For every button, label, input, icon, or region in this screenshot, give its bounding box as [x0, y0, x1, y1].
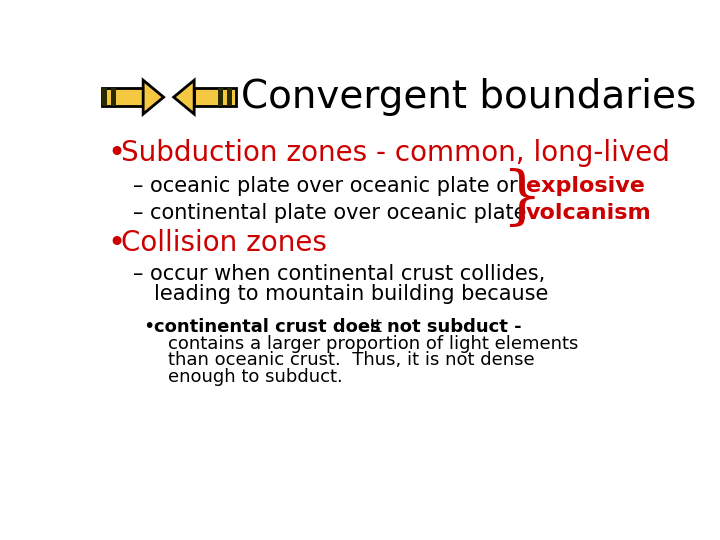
Polygon shape	[227, 89, 232, 106]
Polygon shape	[102, 89, 143, 106]
Text: than oceanic crust.  Thus, it is not dense: than oceanic crust. Thus, it is not dens…	[168, 352, 534, 369]
Text: Subduction zones - common, long-lived: Subduction zones - common, long-lived	[121, 139, 670, 167]
Text: Collision zones: Collision zones	[121, 230, 327, 258]
Text: continental crust does not subduct -: continental crust does not subduct -	[153, 318, 521, 335]
Text: •: •	[107, 229, 125, 258]
Polygon shape	[174, 80, 194, 114]
Text: – occur when continental crust collides,: – occur when continental crust collides,	[132, 264, 545, 284]
Text: contains a larger proportion of light elements: contains a larger proportion of light el…	[168, 335, 578, 353]
Text: }: }	[500, 169, 541, 230]
Text: Convergent boundaries: Convergent boundaries	[241, 78, 696, 116]
Text: •: •	[107, 139, 125, 168]
Polygon shape	[102, 89, 107, 106]
Text: volcanism: volcanism	[526, 202, 652, 222]
Text: – oceanic plate over oceanic plate or: – oceanic plate over oceanic plate or	[132, 177, 517, 197]
Polygon shape	[143, 80, 163, 114]
Polygon shape	[217, 89, 222, 106]
Text: enough to subduct.: enough to subduct.	[168, 368, 342, 387]
Text: leading to mountain building because: leading to mountain building because	[153, 284, 548, 304]
Text: •: •	[143, 317, 154, 336]
Polygon shape	[194, 89, 235, 106]
Text: – continental plate over oceanic plate: – continental plate over oceanic plate	[132, 202, 526, 222]
Polygon shape	[111, 89, 116, 106]
Text: explosive: explosive	[526, 177, 644, 197]
Text: It: It	[364, 318, 382, 335]
